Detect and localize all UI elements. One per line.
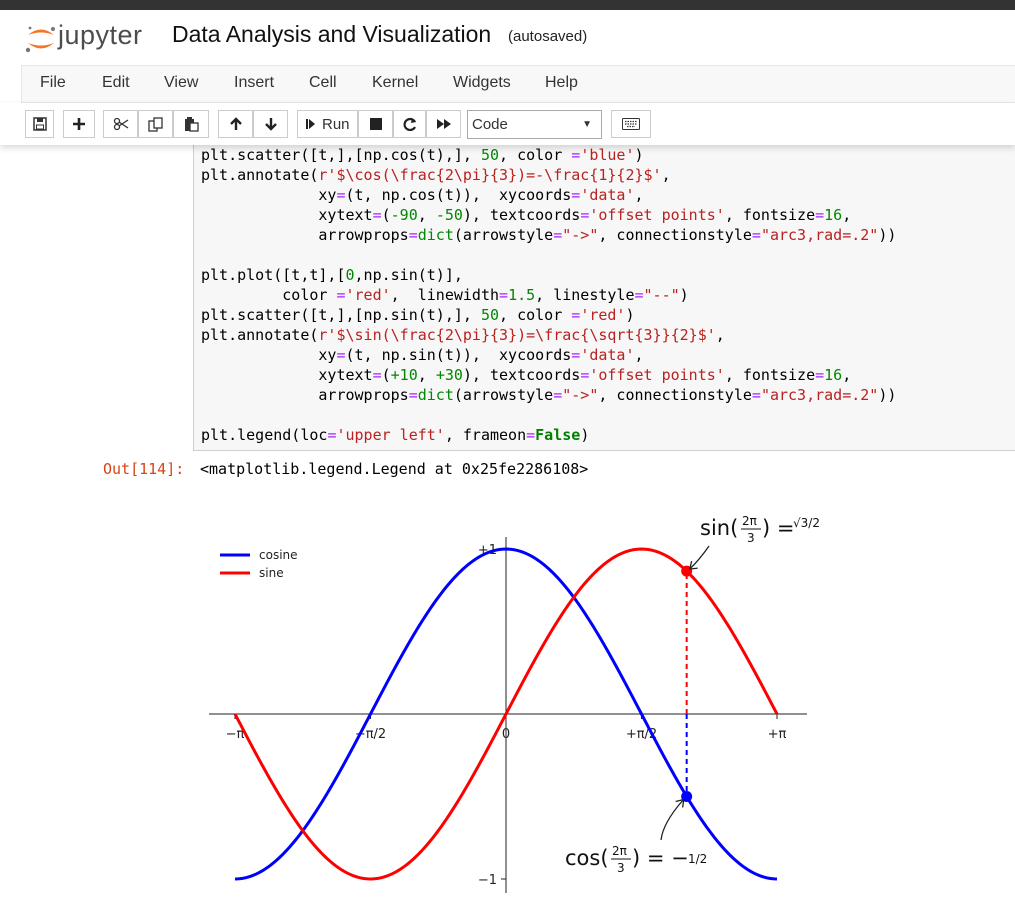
menu-kernel[interactable]: Kernel	[372, 74, 419, 91]
cos-arrowhead	[675, 798, 685, 808]
run-label: Run	[322, 115, 350, 133]
step-forward-icon	[306, 119, 315, 129]
insert-cell-button[interactable]	[63, 110, 95, 138]
keyboard-shortcuts-button[interactable]	[611, 110, 651, 138]
jupyter-logo-icon	[25, 26, 55, 53]
cell-type-select[interactable]: Code ▼	[467, 110, 602, 139]
menu-widgets[interactable]: Widgets	[453, 74, 511, 91]
code-line-12: xytext=(+10, +30), textcoords='offset po…	[201, 366, 852, 384]
notebook-header: jupyter Data Analysis and Visualization …	[0, 10, 1015, 65]
keyboard-icon	[622, 118, 640, 130]
save-button[interactable]	[25, 110, 54, 138]
move-down-button[interactable]	[253, 110, 288, 138]
restart-icon	[403, 117, 416, 131]
menubar-container: File Edit View Insert Cell Kernel Widget…	[0, 65, 1015, 103]
sin-annotation-fraction-den: 3	[747, 531, 755, 545]
notebook-title[interactable]: Data Analysis and Visualization	[172, 21, 492, 47]
browser-top-strip	[0, 0, 1015, 10]
run-all-button[interactable]	[426, 110, 461, 138]
caret-down-icon: ▼	[582, 119, 592, 130]
save-icon	[32, 117, 47, 131]
menubar: File Edit View Insert Cell Kernel Widget…	[21, 65, 1015, 103]
code-line-15: plt.legend(loc='upper left', frameon=Fal…	[201, 426, 590, 444]
cell-type-value: Code	[472, 116, 508, 133]
arrow-down-icon	[264, 118, 277, 131]
cut-button[interactable]	[103, 110, 138, 138]
menu-help[interactable]: Help	[545, 74, 578, 91]
legend-label-sine: sine	[259, 566, 284, 580]
code-editor[interactable]: plt.scatter([t,],[np.cos(t),], 50, color…	[201, 145, 896, 445]
toolbar: Run Code ▼	[0, 103, 1015, 145]
code-line-10: plt.annotate(r'$\sin(\frac{2\pi}{3})=\fr…	[201, 326, 725, 344]
sin-annotation-result: √3/2	[793, 516, 820, 530]
jupyter-logo[interactable]: jupyter	[24, 20, 154, 54]
code-line-4: xytext=(-90, -50), textcoords='offset po…	[201, 206, 852, 224]
x-tick-label: −π	[226, 727, 245, 742]
sin-annotation-arrow	[690, 545, 710, 569]
code-line-1: plt.scatter([t,],[np.cos(t),], 50, color…	[201, 146, 644, 164]
legend-label-cosine: cosine	[259, 548, 298, 562]
cosine-point	[681, 791, 693, 802]
code-line-7: plt.plot([t,t],[0,np.sin(t)],	[201, 266, 463, 284]
cos-annotation-result: 1/2	[688, 852, 707, 866]
restart-button[interactable]	[393, 110, 426, 138]
code-line-2: plt.annotate(r'$\cos(\frac{2\pi}{3})=-\f…	[201, 166, 671, 184]
paste-icon	[184, 116, 199, 132]
x-tick-label: 0	[502, 727, 510, 742]
code-line-8: color ='red', linewidth=1.5, linestyle="…	[201, 286, 689, 304]
copy-icon	[148, 116, 163, 132]
copy-button[interactable]	[138, 110, 173, 138]
arrow-up-icon	[229, 117, 242, 130]
scissors-icon	[113, 117, 128, 131]
menu-file[interactable]: File	[40, 74, 66, 91]
menu-edit[interactable]: Edit	[102, 74, 130, 91]
sin-annotation-text: sin(	[700, 516, 738, 540]
interrupt-button[interactable]	[358, 110, 393, 138]
paste-button[interactable]	[173, 110, 209, 138]
cos-annotation-text: cos(	[565, 846, 609, 870]
sin-annotation-rhs: ) =	[762, 516, 794, 540]
menu-view[interactable]: View	[164, 74, 199, 91]
cos-annotation-rhs: ) = −	[632, 846, 689, 870]
move-up-button[interactable]	[218, 110, 253, 138]
stop-icon	[369, 118, 382, 130]
code-line-3: xy=(t, np.cos(t)), xycoords='data',	[201, 186, 644, 204]
plot-legend: cosine sine	[220, 548, 298, 580]
x-tick-label: +π	[768, 727, 787, 742]
plot-marks	[681, 565, 693, 802]
logo-text: jupyter	[58, 20, 143, 50]
output-text: <matplotlib.legend.Legend at 0x25fe22861…	[200, 460, 589, 478]
menu-cell[interactable]: Cell	[309, 74, 337, 91]
code-cell[interactable]: plt.scatter([t,],[np.cos(t),], 50, color…	[193, 145, 1015, 451]
cos-annotation-arrow	[660, 800, 684, 841]
code-line-9: plt.scatter([t,],[np.sin(t),], 50, color…	[201, 306, 635, 324]
plus-icon	[73, 118, 85, 130]
code-line-11: xy=(t, np.sin(t)), xycoords='data',	[201, 346, 644, 364]
y-tick-label: −1	[478, 873, 497, 888]
cos-annotation-fraction-num: 2π	[612, 844, 627, 858]
code-line-13: arrowprops=dict(arrowstyle="->", connect…	[201, 386, 897, 404]
sin-annotation-fraction-num: 2π	[742, 514, 757, 528]
cos-annotation-fraction-den: 3	[617, 861, 625, 875]
autosave-status: (autosaved)	[508, 28, 588, 45]
notebook-container: plt.scatter([t,],[np.cos(t),], 50, color…	[0, 145, 1015, 911]
menu-insert[interactable]: Insert	[234, 74, 275, 91]
run-button[interactable]: Run	[297, 110, 358, 138]
output-prompt: Out[114]:	[103, 460, 185, 478]
fast-forward-icon	[436, 119, 451, 129]
sin-arrowhead	[689, 560, 698, 570]
code-line-5: arrowprops=dict(arrowstyle="->", connect…	[201, 226, 897, 244]
